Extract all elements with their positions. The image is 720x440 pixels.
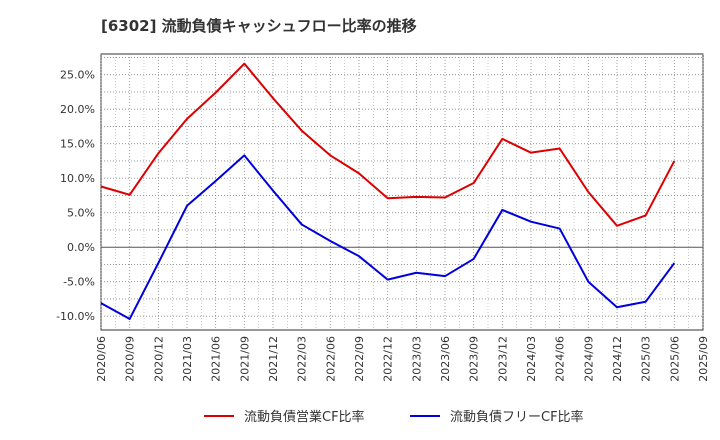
x-tick-label: 2025/09 — [697, 336, 710, 382]
series-group — [100, 62, 676, 320]
x-tick-label: 2022/12 — [382, 336, 395, 382]
x-tick-label: 2020/12 — [152, 336, 165, 382]
x-tick-label: 2022/03 — [296, 336, 309, 382]
x-axis: 2020/06 2020/09 2020/12 2021/03 2021/06 2021/… — [95, 336, 710, 382]
legend-label-1: 流動負債営業CF比率 — [244, 409, 365, 425]
y-axis: -10.0% -5.0% 0.0% 5.0% 10.0% 15.0% 20.0% 25.0% — [56, 69, 95, 324]
y-tick-label: 0.0% — [67, 241, 95, 254]
x-tick-label: 2021/12 — [267, 336, 280, 382]
x-tick-label: 2023/12 — [496, 336, 509, 382]
x-tick-label: 2023/06 — [439, 336, 452, 382]
y-tick-label: -10.0% — [56, 310, 95, 323]
x-tick-label: 2022/06 — [324, 336, 337, 382]
y-tick-label: -5.0% — [63, 276, 95, 289]
grid — [100, 54, 704, 330]
x-tick-label: 2023/03 — [410, 336, 423, 382]
y-tick-label: 15.0% — [60, 138, 95, 151]
series-line-2 — [100, 154, 676, 320]
x-tick-label: 2023/09 — [468, 336, 481, 382]
x-tick-label: 2020/06 — [95, 336, 108, 382]
y-tick-label: 25.0% — [60, 69, 95, 82]
x-tick-label: 2021/06 — [210, 336, 223, 382]
series-line-1 — [100, 62, 676, 227]
y-tick-label: 5.0% — [67, 207, 95, 220]
x-tick-label: 2021/09 — [238, 336, 251, 382]
x-tick-label: 2024/09 — [582, 336, 595, 382]
x-tick-label: 2025/06 — [668, 336, 681, 382]
legend-label-2: 流動負債フリーCF比率 — [450, 409, 584, 425]
legend: 流動負債営業CF比率 流動負債フリーCF比率 — [204, 409, 584, 425]
chart-title: [6302] 流動負債キャッシュフロー比率の推移 — [101, 17, 417, 35]
x-tick-label: 2020/09 — [124, 336, 137, 382]
y-tick-label: 20.0% — [60, 103, 95, 116]
x-tick-label: 2024/06 — [554, 336, 567, 382]
y-tick-label: 10.0% — [60, 172, 95, 185]
x-tick-label: 2021/03 — [181, 336, 194, 382]
x-tick-label: 2022/09 — [353, 336, 366, 382]
x-tick-label: 2024/03 — [525, 336, 538, 382]
x-tick-label: 2025/03 — [640, 336, 653, 382]
x-tick-label: 2024/12 — [611, 336, 624, 382]
